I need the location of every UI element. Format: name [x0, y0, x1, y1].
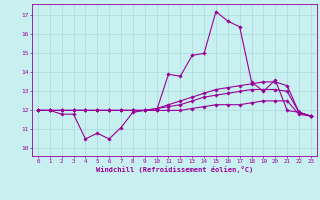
X-axis label: Windchill (Refroidissement éolien,°C): Windchill (Refroidissement éolien,°C) [96, 166, 253, 173]
